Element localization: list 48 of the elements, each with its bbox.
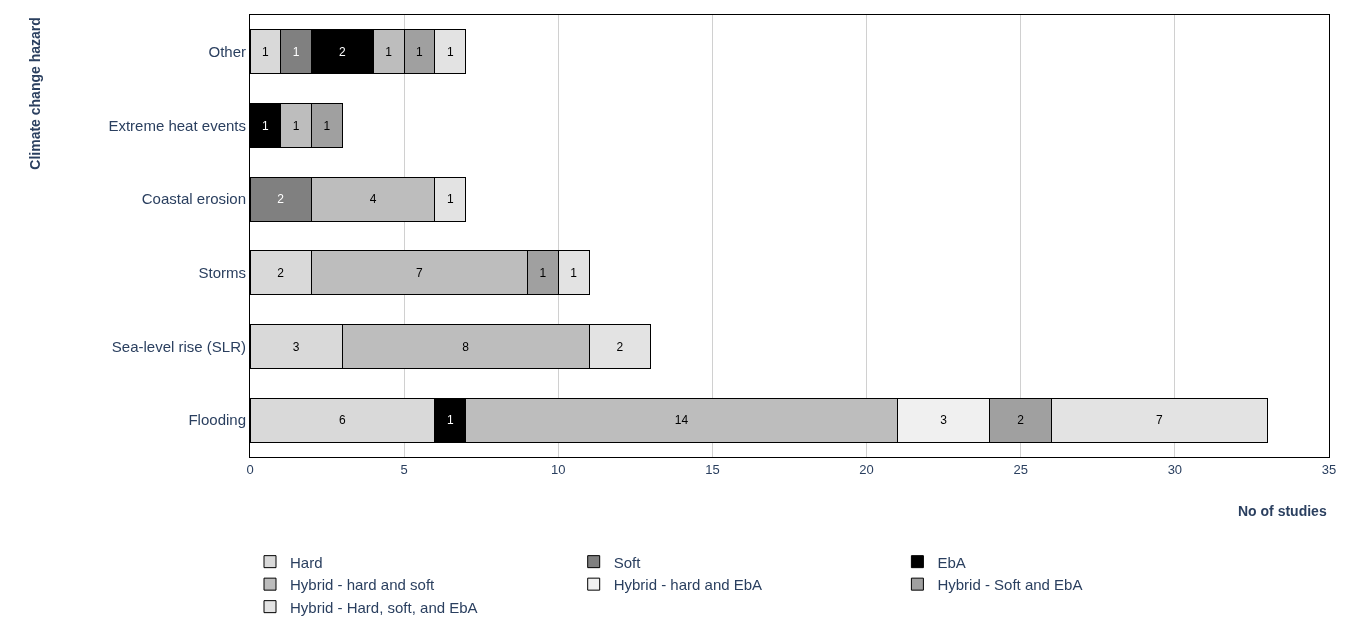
data-label: 14: [674, 413, 689, 428]
x-tick-label: 10: [551, 461, 566, 477]
data-label: 1: [261, 118, 269, 133]
legend-label: Hybrid - hard and soft: [290, 576, 436, 593]
legend-label: EbA: [937, 553, 966, 571]
data-label: 3: [940, 413, 948, 428]
data-label: 6: [338, 413, 346, 428]
x-axis-title: No of studies: [1238, 503, 1327, 519]
legend-label: Hybrid - Hard, soft, and EbA: [290, 598, 478, 616]
data-label: 1: [292, 44, 300, 59]
legend-label: Hybrid - hard and EbA: [613, 576, 763, 593]
legend-label: Hybrid - Soft and EbA: [937, 576, 1083, 593]
y-tick-label: Storms: [198, 264, 246, 282]
x-tick-label: 20: [859, 461, 874, 477]
y-tick-label: Extreme heat events: [108, 116, 246, 134]
data-label: 1: [539, 265, 547, 280]
data-label: 7: [1155, 413, 1163, 428]
data-label: 1: [261, 44, 269, 59]
y-tick-label: Coastal erosion: [141, 190, 246, 208]
x-tick-label: 25: [1013, 461, 1028, 477]
x-tick-label: 15: [705, 461, 720, 477]
data-label: 2: [277, 265, 285, 280]
y-axis-title: Climate change hazard: [26, 17, 43, 170]
y-tick-label: Sea-level rise (SLR): [111, 337, 246, 355]
data-label: 1: [446, 44, 454, 59]
x-tick-label: 0: [246, 461, 254, 477]
data-label: 1: [570, 265, 578, 280]
data-label: 8: [462, 339, 470, 354]
y-tick-label: Flooding: [188, 411, 246, 429]
data-label: 4: [369, 192, 377, 207]
data-label: 1: [446, 192, 454, 207]
data-label: 2: [277, 192, 285, 207]
data-label: 1: [292, 118, 300, 133]
data-label: 2: [616, 339, 624, 354]
data-label: 1: [323, 118, 331, 133]
y-tick-label: Other: [208, 43, 246, 61]
x-tick-label: 35: [1321, 461, 1337, 477]
data-label: 1: [385, 44, 393, 59]
data-label: 1: [446, 413, 454, 428]
x-tick-label: 30: [1167, 461, 1183, 477]
x-tick-label: 5: [400, 461, 408, 477]
legend-label: Soft: [613, 553, 642, 571]
data-label: 2: [1017, 413, 1025, 428]
legend-label: Hard: [290, 553, 323, 571]
data-label: 7: [416, 265, 424, 280]
data-label: 1: [416, 44, 424, 59]
data-label: 3: [292, 339, 300, 354]
data-label: 2: [338, 44, 346, 59]
